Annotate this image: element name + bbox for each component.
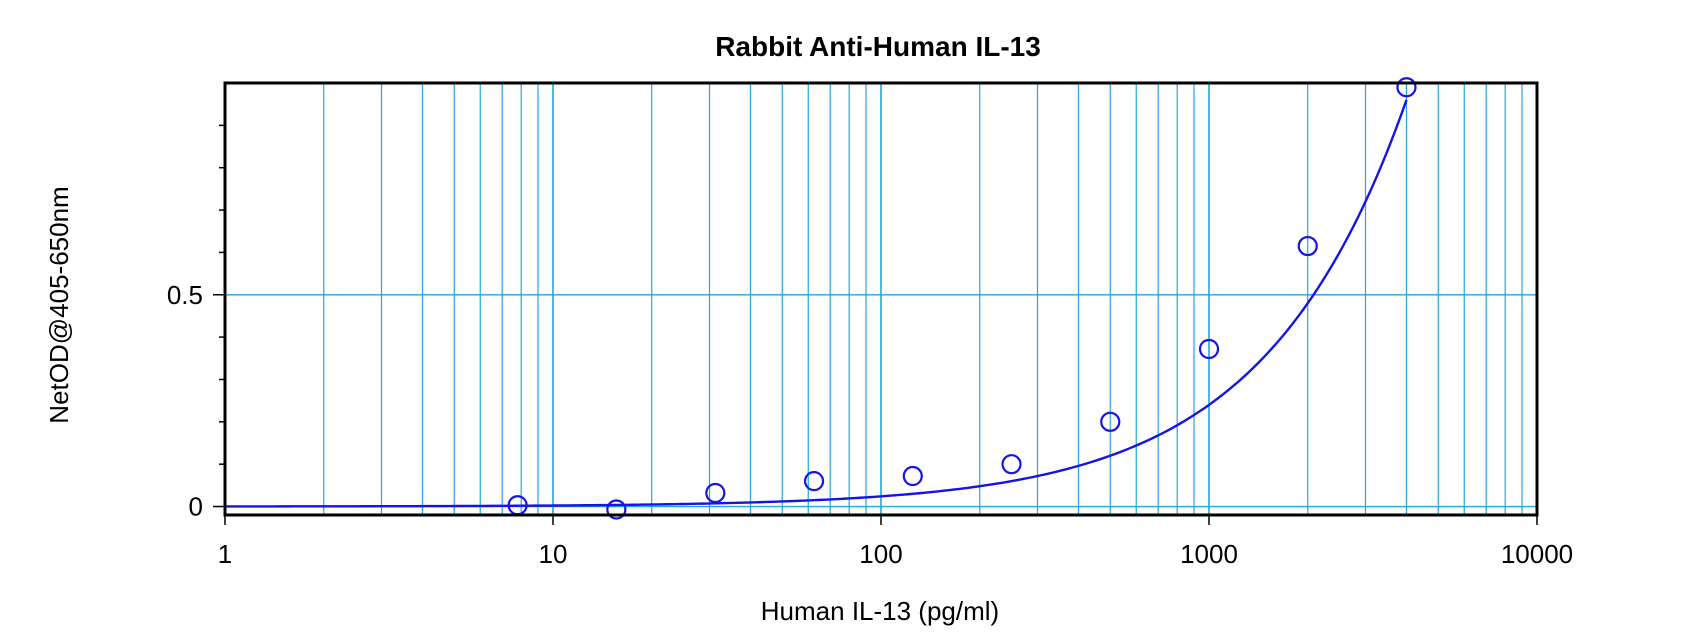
- y-tick-label: 0: [189, 492, 203, 522]
- y-axis-label: NetOD@405-650nm: [44, 186, 74, 423]
- data-point: [606, 499, 627, 520]
- x-tick-label: 100: [859, 539, 902, 569]
- fitted-curve-layer: [224, 99, 1408, 508]
- data-points: [507, 77, 1417, 520]
- grid: [225, 83, 1537, 515]
- x-axis-label: Human IL-13 (pg/ml): [761, 596, 999, 626]
- data-point: [1396, 77, 1417, 98]
- fitted-curve: [224, 99, 1408, 508]
- y-tick-labels: 00.5: [167, 280, 203, 522]
- data-point: [1100, 411, 1121, 432]
- x-tick-label: 10000: [1501, 539, 1573, 569]
- data-point: [705, 482, 726, 504]
- plot-frame: [223, 81, 1539, 517]
- data-point: [1297, 235, 1318, 257]
- x-tick-label: 1: [218, 539, 232, 569]
- data-point: [902, 465, 923, 487]
- x-tick-label: 10: [539, 539, 568, 569]
- data-point: [1198, 338, 1220, 360]
- x-tick-label: 1000: [1180, 539, 1238, 569]
- chart-title: Rabbit Anti-Human IL-13: [715, 31, 1041, 62]
- minor-ticks: [213, 124, 1538, 525]
- x-tick-labels: 1 10 100 1000 10000: [218, 539, 1573, 569]
- data-point: [1001, 454, 1022, 475]
- y-tick-label: 0.5: [167, 280, 203, 310]
- data-point: [803, 471, 825, 492]
